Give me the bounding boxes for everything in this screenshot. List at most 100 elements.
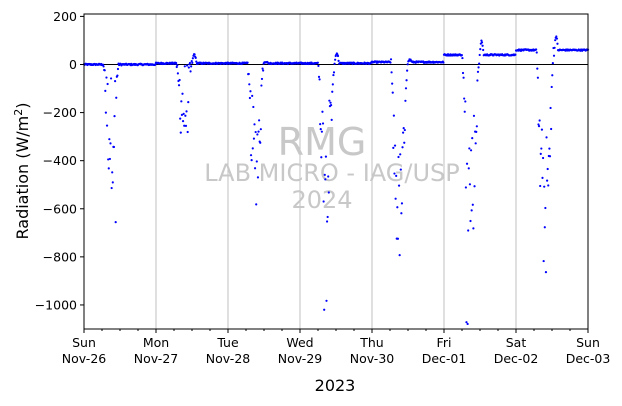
data-point (393, 172, 396, 175)
data-point (320, 156, 323, 159)
data-point (552, 54, 556, 57)
data-point (177, 84, 181, 87)
data-point (104, 111, 107, 114)
data-point (392, 146, 395, 149)
data-point (482, 48, 485, 52)
data-point (324, 155, 328, 158)
data-point (535, 51, 538, 54)
data-point (180, 100, 183, 103)
data-point (395, 174, 398, 177)
data-points (82, 35, 590, 326)
data-point (262, 69, 265, 72)
data-point (190, 65, 193, 68)
data-point (391, 91, 394, 94)
data-point (541, 176, 544, 180)
data-point (536, 67, 539, 70)
data-point (406, 63, 409, 66)
data-point (179, 117, 182, 120)
y-axis: 200 0 −200 −400 −600 −800 −1000 (35, 9, 84, 312)
watermark: RMG LAB MICRO - IAG/USP 2024 (204, 120, 460, 214)
data-point (326, 215, 329, 219)
data-point (249, 90, 252, 93)
data-point (478, 62, 481, 65)
data-point (175, 61, 178, 65)
data-point (477, 66, 480, 69)
x-tick-label-day: Sun (576, 335, 600, 350)
data-point (399, 168, 402, 171)
data-point (108, 138, 111, 141)
data-point (406, 69, 409, 72)
data-point (111, 181, 114, 184)
data-point (251, 94, 254, 97)
data-point (254, 130, 257, 134)
data-point (261, 67, 264, 70)
data-point (402, 127, 405, 130)
data-point (471, 137, 474, 140)
data-point (181, 120, 185, 123)
data-point (248, 96, 251, 100)
data-point (113, 115, 116, 118)
x-tick-label-date: Nov-28 (206, 351, 251, 366)
data-point (399, 153, 402, 156)
data-point (471, 203, 474, 206)
data-point (389, 58, 393, 61)
data-point (463, 97, 466, 100)
data-point (329, 101, 332, 104)
data-point (548, 155, 552, 158)
data-point (551, 62, 554, 65)
data-point (330, 104, 333, 107)
data-point (246, 61, 249, 64)
data-point (333, 62, 336, 65)
data-point (105, 76, 108, 79)
data-point (102, 65, 105, 68)
watermark-line2: LAB MICRO - IAG/USP (204, 159, 460, 187)
data-point (189, 70, 192, 73)
data-point (317, 64, 320, 67)
x-axis-label: 2023 (315, 376, 356, 395)
data-point (472, 114, 476, 117)
data-point (468, 147, 471, 150)
data-point (327, 175, 330, 178)
data-point (183, 124, 186, 127)
x-tick-label-day: Thu (359, 335, 383, 350)
x-tick-label-date: Nov-26 (62, 351, 107, 366)
data-point (393, 144, 397, 147)
data-point (194, 56, 197, 59)
data-point (544, 206, 547, 210)
data-point (255, 203, 258, 206)
data-point (324, 178, 327, 181)
data-point (321, 122, 325, 125)
data-point (190, 59, 193, 63)
data-point (325, 220, 329, 223)
data-point (539, 152, 542, 155)
data-point (442, 61, 445, 64)
x-tick-label-day: Fri (437, 335, 452, 350)
data-point (331, 83, 334, 86)
data-point (537, 125, 541, 128)
data-point (546, 179, 549, 182)
data-point (398, 254, 401, 257)
data-point (116, 67, 120, 71)
data-point (247, 72, 250, 76)
data-point (537, 123, 540, 126)
data-point (316, 61, 319, 64)
data-point (469, 149, 473, 152)
data-point (391, 82, 394, 85)
data-point (253, 167, 257, 170)
data-point (115, 96, 118, 99)
x-tick-label-day: Tue (216, 335, 239, 350)
data-point (323, 308, 326, 311)
data-point (472, 227, 475, 230)
data-point (252, 105, 255, 109)
data-point (543, 226, 546, 229)
data-point (107, 167, 110, 170)
data-point (481, 44, 484, 47)
data-point (181, 92, 184, 95)
data-point (545, 136, 548, 139)
data-point (327, 191, 330, 194)
data-point (550, 85, 553, 89)
y-tick-label: 200 (53, 9, 77, 24)
data-point (110, 186, 113, 190)
y-tick-label: −1000 (35, 297, 77, 312)
data-point (540, 128, 544, 131)
